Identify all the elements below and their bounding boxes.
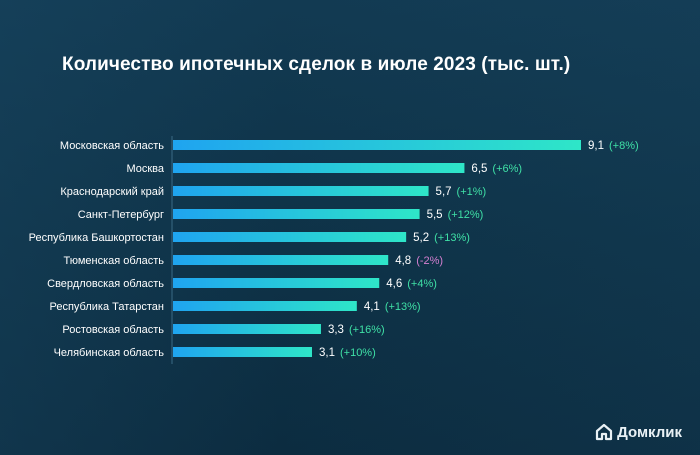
value-label: 5,2 [413, 232, 429, 244]
bar [173, 140, 581, 150]
bar [173, 278, 380, 288]
change-label: (+16%) [349, 324, 385, 336]
bars-group: Московская область 9,1 (+8%) Москва 6,5 (+6%)… [29, 136, 639, 364]
value-label: 9,1 [588, 140, 604, 152]
category-label: Челябинская область [54, 347, 165, 359]
chart-title: Количество ипотечных сделок в июле 2023 … [62, 54, 571, 75]
category-label: Республика Татарстан [49, 301, 164, 313]
change-label: (+13%) [434, 232, 470, 244]
bar [173, 347, 312, 357]
change-label: (+6%) [492, 163, 522, 175]
house-logo-icon [596, 423, 613, 441]
change-label: (+1%) [457, 186, 487, 198]
change-label: (+13%) [385, 301, 421, 313]
category-label: Краснодарский край [60, 186, 164, 198]
bar [173, 232, 407, 242]
bar [173, 186, 429, 196]
value-label: 5,5 [427, 209, 443, 221]
bar [173, 301, 357, 311]
value-label: 5,7 [436, 186, 452, 198]
category-label: Тюменская область [63, 255, 164, 267]
bar [173, 209, 420, 219]
value-label: 3,3 [328, 324, 344, 336]
category-label: Москва [126, 163, 164, 175]
change-label: (+8%) [609, 140, 639, 152]
change-label: (-2%) [416, 255, 443, 267]
change-label: (+10%) [340, 347, 376, 359]
bar [173, 163, 465, 173]
value-label: 4,1 [364, 301, 380, 313]
category-label: Московская область [60, 140, 164, 152]
category-label: Санкт-Петербург [78, 209, 164, 221]
change-label: (+12%) [448, 209, 484, 221]
value-label: 6,5 [471, 163, 487, 175]
bar [173, 255, 389, 265]
category-label: Республика Башкортостан [29, 232, 164, 244]
brand-logo: Домклик [595, 423, 682, 441]
value-label: 4,6 [386, 278, 402, 290]
category-label: Ростовская область [62, 324, 164, 336]
bar [173, 324, 321, 334]
change-label: (+4%) [407, 278, 437, 290]
brand-name: Домклик [617, 423, 682, 441]
category-label: Свердловская область [47, 278, 164, 290]
value-label: 3,1 [319, 347, 335, 359]
value-label: 4,8 [395, 255, 411, 267]
